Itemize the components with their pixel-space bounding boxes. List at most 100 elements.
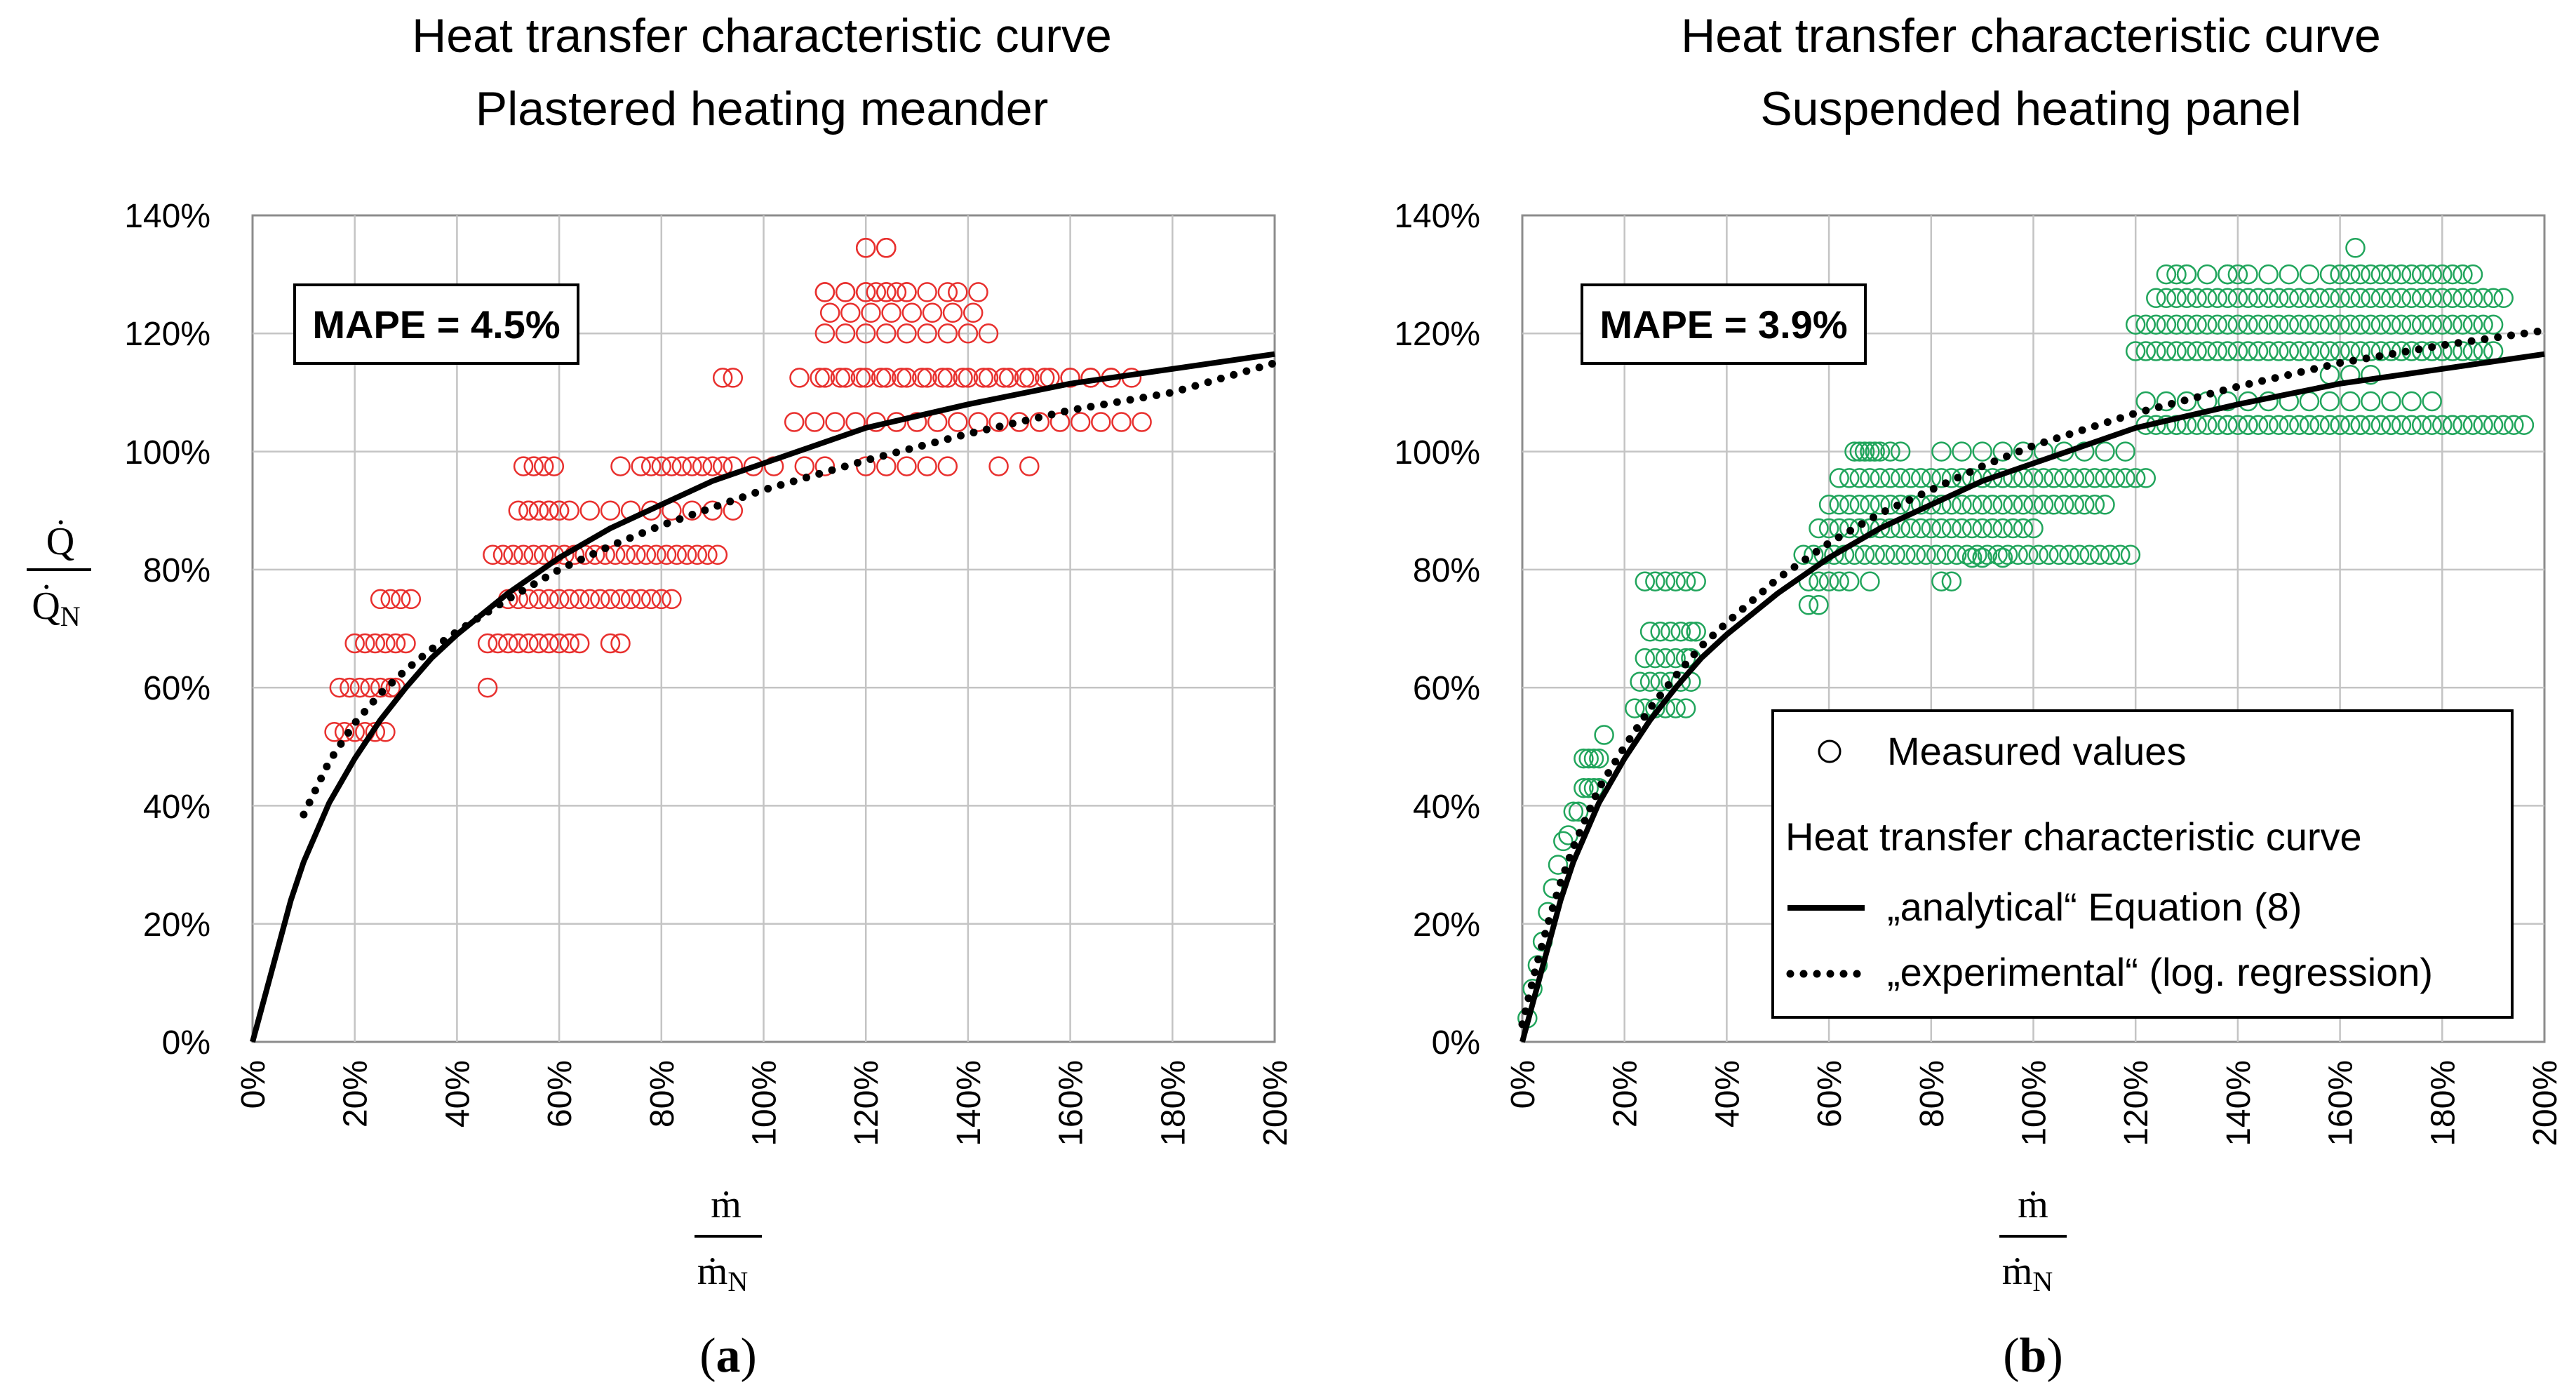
data-point bbox=[559, 500, 579, 521]
data-point bbox=[1957, 544, 1978, 565]
data-point bbox=[662, 456, 682, 476]
panel-b-x-ticks: 0% 20% 40% 60% 80% 100% 120% 140% 160% 180% 200% bbox=[1505, 1060, 2564, 1146]
data-point bbox=[855, 238, 876, 258]
data-point bbox=[2268, 341, 2289, 361]
data-point bbox=[692, 456, 713, 476]
data-point bbox=[937, 323, 958, 344]
data-point bbox=[1936, 544, 1957, 565]
data-point bbox=[1655, 648, 1676, 669]
data-point bbox=[2381, 391, 2401, 412]
panel-b-xlabel-den-sub: N bbox=[2032, 1266, 2053, 1297]
data-point bbox=[518, 500, 539, 521]
data-point bbox=[922, 302, 943, 323]
panel-b-legend-marker-icon bbox=[1818, 739, 1842, 763]
data-point bbox=[2361, 288, 2381, 309]
data-point bbox=[1931, 468, 1952, 488]
data-point bbox=[549, 589, 570, 610]
data-point bbox=[1839, 571, 1860, 591]
panel-a-ytick-label: 100% bbox=[124, 434, 210, 471]
data-point bbox=[1890, 441, 1911, 462]
data-point bbox=[344, 633, 365, 654]
data-point bbox=[835, 368, 856, 388]
data-point bbox=[2268, 415, 2289, 435]
data-point bbox=[1070, 412, 1091, 432]
data-point bbox=[1952, 518, 1972, 539]
data-point bbox=[2166, 341, 2187, 361]
data-point bbox=[2064, 468, 2085, 488]
data-point bbox=[1625, 698, 1645, 718]
data-point bbox=[492, 544, 514, 565]
data-point bbox=[2196, 288, 2218, 309]
data-point bbox=[2453, 314, 2473, 335]
data-point bbox=[2309, 341, 2330, 361]
data-point bbox=[1818, 571, 1839, 591]
data-point bbox=[1818, 518, 1839, 539]
data-point bbox=[1548, 855, 1569, 875]
data-point bbox=[2176, 341, 2197, 361]
data-point bbox=[2473, 415, 2493, 435]
data-point bbox=[932, 368, 953, 388]
data-point bbox=[528, 633, 549, 654]
data-point bbox=[1910, 518, 1931, 539]
panel-a-xlabel-denominator: ṁN bbox=[697, 1250, 748, 1297]
data-point bbox=[2003, 495, 2023, 515]
data-point bbox=[2095, 441, 2115, 462]
data-point bbox=[1060, 368, 1080, 388]
data-point bbox=[2370, 288, 2391, 309]
data-point bbox=[615, 544, 636, 565]
data-point bbox=[2453, 341, 2473, 361]
data-point bbox=[2381, 264, 2401, 285]
panel-a-ytick-label: 0% bbox=[162, 1024, 210, 1062]
data-point bbox=[1941, 571, 1962, 591]
data-point bbox=[2473, 288, 2493, 309]
data-point bbox=[600, 633, 621, 654]
panel-b-analytical-curve bbox=[1520, 351, 2545, 1043]
data-point bbox=[2064, 495, 2085, 515]
data-point bbox=[1824, 544, 1844, 565]
data-point bbox=[2238, 415, 2258, 435]
data-point bbox=[993, 368, 1014, 388]
xtick-label: 180% bbox=[1155, 1060, 1192, 1146]
xtick-label: 140% bbox=[2220, 1060, 2258, 1146]
data-point bbox=[2391, 314, 2412, 335]
data-point bbox=[2462, 415, 2483, 435]
data-point bbox=[1992, 441, 2013, 462]
data-point bbox=[1583, 748, 1604, 769]
data-point bbox=[640, 589, 662, 610]
data-point bbox=[2196, 341, 2218, 361]
panel-b-xlabel-numerator: ṁ bbox=[2018, 1183, 2048, 1226]
data-point bbox=[370, 589, 391, 610]
data-point bbox=[2401, 288, 2422, 309]
data-point bbox=[370, 677, 391, 698]
panel-b-legend-heading: Heat transfer characteristic curve bbox=[1785, 815, 2362, 859]
data-point bbox=[1639, 671, 1661, 692]
data-point bbox=[1987, 544, 2008, 565]
xtick-label: 100% bbox=[746, 1060, 784, 1146]
data-point bbox=[1574, 777, 1594, 798]
data-point bbox=[1594, 725, 1614, 745]
data-point bbox=[1645, 571, 1665, 591]
xtick-label: 100% bbox=[2016, 1060, 2053, 1146]
data-point bbox=[2361, 264, 2381, 285]
data-point bbox=[2401, 391, 2422, 412]
panel-b-label: (b) bbox=[2003, 1329, 2063, 1383]
data-point bbox=[2044, 495, 2064, 515]
data-point bbox=[2493, 288, 2514, 309]
data-point bbox=[2218, 391, 2238, 412]
data-point bbox=[2299, 288, 2320, 309]
data-point bbox=[1870, 441, 1891, 462]
data-point bbox=[2514, 415, 2535, 435]
data-point bbox=[2340, 314, 2361, 335]
data-point bbox=[2381, 341, 2401, 361]
data-point bbox=[2473, 314, 2493, 335]
data-point bbox=[2422, 264, 2442, 285]
data-point bbox=[2422, 415, 2442, 435]
data-point bbox=[1014, 368, 1035, 388]
data-point bbox=[2156, 341, 2177, 361]
data-point bbox=[2048, 544, 2069, 565]
data-point bbox=[2248, 415, 2269, 435]
data-point bbox=[2268, 314, 2289, 335]
data-point bbox=[1880, 441, 1900, 462]
data-point bbox=[2453, 415, 2473, 435]
xtick-label: 160% bbox=[2323, 1060, 2360, 1146]
